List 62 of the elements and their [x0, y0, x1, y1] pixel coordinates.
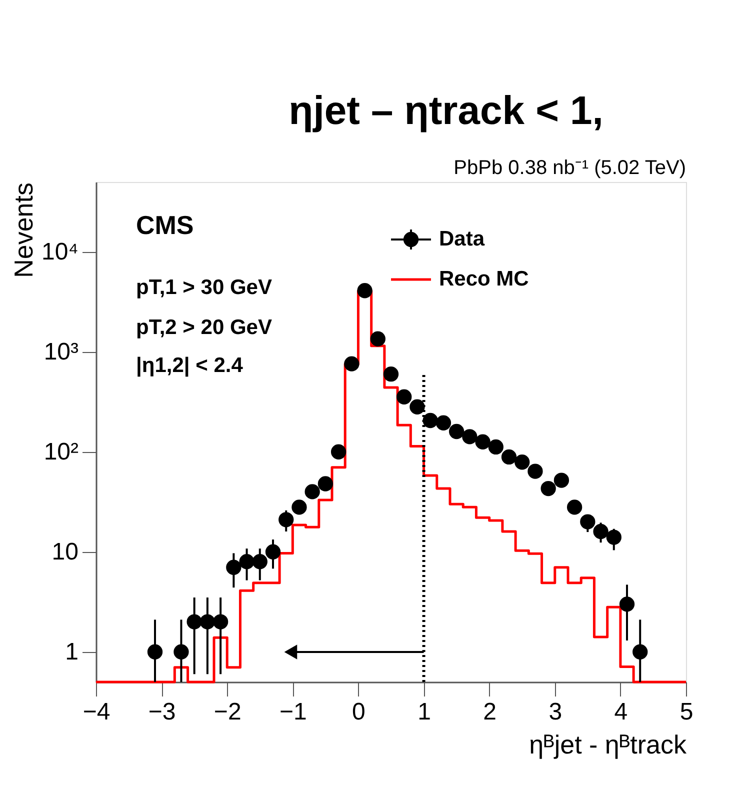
point [396, 389, 412, 404]
y-tick-label: 1 [65, 638, 78, 666]
x-tick-label: 2 [483, 698, 497, 726]
legend-label: Data [439, 228, 485, 250]
point [330, 444, 346, 460]
annotation: CMS [136, 210, 194, 240]
point [383, 366, 399, 382]
point [200, 614, 216, 630]
point [528, 464, 543, 479]
y-tick-label: 10 [52, 538, 78, 566]
point [239, 554, 254, 570]
point [357, 283, 372, 298]
x-axis-title: ηᴮjet - ηᴮtrack [529, 730, 688, 760]
point [554, 472, 570, 488]
point [304, 484, 320, 500]
y-tick-label: 10² [44, 438, 79, 466]
point [265, 544, 281, 560]
x-tick-label: 1 [418, 698, 431, 726]
point [344, 356, 360, 372]
point [370, 331, 386, 346]
point [606, 530, 622, 545]
point [278, 512, 294, 528]
x-tick-label: −4 [82, 698, 110, 726]
point [318, 476, 334, 492]
point [632, 644, 648, 660]
point [475, 434, 490, 450]
point [488, 439, 504, 455]
point [566, 500, 582, 515]
point [514, 454, 530, 470]
point [593, 524, 608, 540]
point [580, 514, 596, 530]
point [174, 644, 189, 660]
point [212, 614, 228, 630]
annotation: |η1,2| < 2.4 [136, 354, 244, 377]
point [252, 554, 268, 570]
point [186, 614, 202, 630]
x-tick-label: 0 [352, 698, 366, 726]
annotation: pT,2 > 20 GeV [136, 316, 272, 339]
y-axis-title: Nevents [8, 182, 38, 278]
x-tick-label: 5 [680, 698, 694, 726]
legend-label: Reco MC [439, 268, 529, 290]
y-tick-label: 10⁴ [41, 238, 78, 266]
point [436, 415, 452, 430]
point [422, 412, 438, 428]
point [619, 596, 635, 612]
point [540, 480, 556, 496]
point [501, 449, 517, 465]
point [226, 560, 242, 575]
y-tick-label: 10³ [44, 338, 79, 366]
point [448, 424, 464, 440]
chart-title: ηjet – ηtrack < 1, [288, 89, 604, 133]
x-tick-label: 3 [548, 698, 562, 726]
annotation: pT,1 > 30 GeV [136, 276, 272, 299]
point [410, 399, 425, 414]
x-tick-label: −1 [279, 698, 307, 726]
x-tick-label: −2 [214, 698, 242, 726]
point [292, 500, 307, 515]
point [462, 429, 478, 444]
x-tick-label: −3 [148, 698, 176, 726]
point [147, 644, 163, 660]
chart-subtitle: PbPb 0.38 nb⁻¹ (5.02 TeV) [454, 157, 686, 179]
x-tick-label: 4 [614, 698, 628, 726]
